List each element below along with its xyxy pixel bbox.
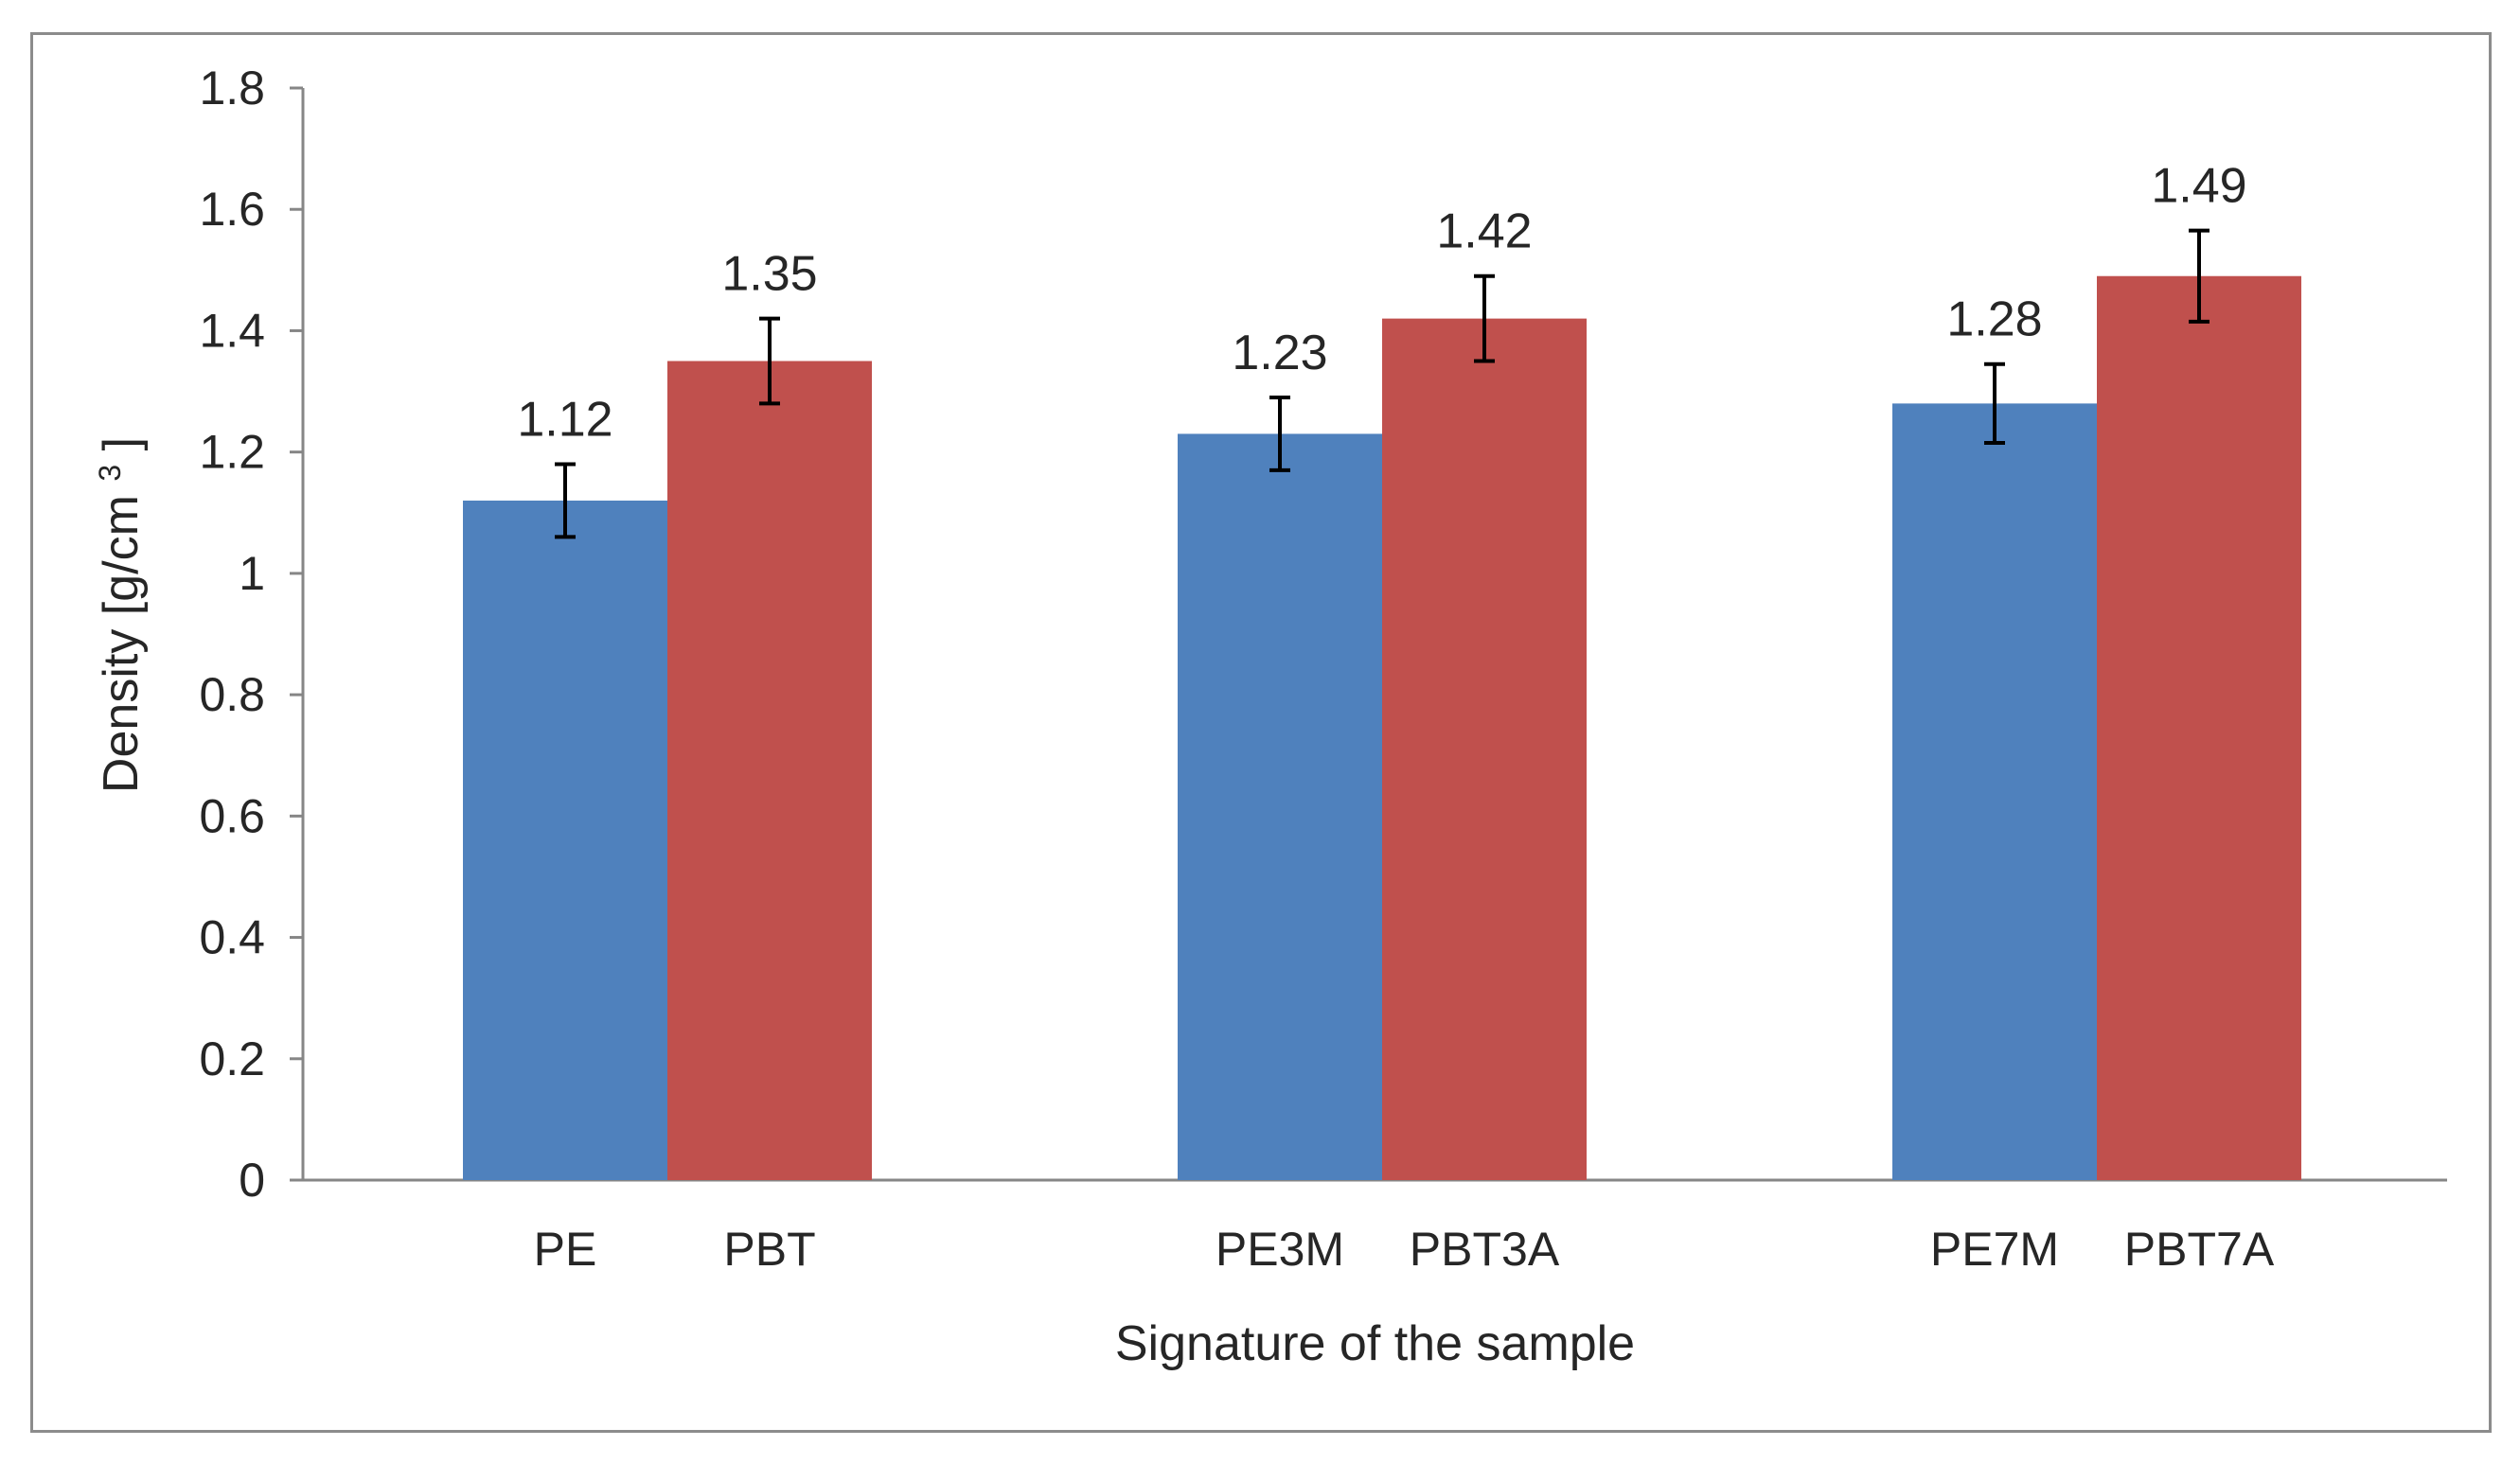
error-bar-pbt3a xyxy=(1474,273,1495,363)
error-bar-pe3m xyxy=(1269,395,1290,472)
category-label-pe7m: PE7M xyxy=(1930,1223,2059,1276)
data-label-pe3m: 1.23 xyxy=(1232,326,1327,380)
category-label-pbt3a: PBT3A xyxy=(1410,1223,1560,1276)
data-label-pe: 1.12 xyxy=(517,392,612,447)
x-axis-title: Signature of the sample xyxy=(1115,1316,1635,1371)
y-tick-label: 1.2 xyxy=(199,426,265,479)
bar-pe7m xyxy=(1892,403,2097,1180)
category-label-pe3m: PE3M xyxy=(1216,1223,1344,1276)
labels: 0 0.2 0.4 0.6 0.8 1 1.2 1.4 1.6 1.8 1.12 PE 1.35 PBT 1… xyxy=(199,62,2274,1276)
error-bar-pbt xyxy=(759,316,780,406)
category-label-pbt: PBT xyxy=(723,1223,815,1276)
bars xyxy=(463,228,2301,1181)
data-label-pbt7a: 1.49 xyxy=(2151,159,2246,214)
y-tick-label: 0 xyxy=(239,1154,265,1207)
bar-pe3m xyxy=(1178,433,1382,1180)
bar-pbt3a xyxy=(1382,318,1587,1181)
y-tick-label: 1.4 xyxy=(199,304,265,357)
bar-pbt7a xyxy=(2097,275,2301,1180)
category-label-pbt7a: PBT7A xyxy=(2124,1223,2275,1276)
bar-pe xyxy=(463,500,667,1180)
y-axis-title-unit: [g/cm xyxy=(94,495,149,615)
y-tick-label: 1 xyxy=(239,547,265,600)
y-tick-label: 0.4 xyxy=(199,911,265,964)
bar-pbt xyxy=(667,361,872,1180)
density-bar-chart: 0 0.2 0.4 0.6 0.8 1 1.2 1.4 1.6 1.8 1.12 PE 1.35 PBT 1… xyxy=(93,62,2447,1371)
y-tick-label: 0.8 xyxy=(199,668,265,721)
data-label-pbt3a: 1.42 xyxy=(1436,204,1532,259)
y-tick-label: 1.6 xyxy=(199,183,265,236)
error-bar-pbt7a xyxy=(2189,228,2209,324)
data-label-pe7m: 1.28 xyxy=(1946,292,2042,347)
y-axis-title-main: Density xyxy=(94,629,149,793)
error-bar-pe7m xyxy=(1984,362,2005,446)
chart-frame: 0 0.2 0.4 0.6 0.8 1 1.2 1.4 1.6 1.8 1.12 PE 1.35 PBT 1… xyxy=(30,32,2492,1433)
y-tick-label: 1.8 xyxy=(199,62,265,115)
error-bar-pe xyxy=(555,462,576,539)
y-axis-title-unit-close: ] xyxy=(94,437,149,450)
category-label-pe: PE xyxy=(534,1223,597,1276)
y-tick-label: 0.6 xyxy=(199,789,265,842)
y-tick-label: 0.2 xyxy=(199,1032,265,1085)
y-axis-title: Density [g/cm 3 ] xyxy=(93,437,149,793)
data-label-pbt: 1.35 xyxy=(721,247,817,302)
y-axis-title-unit-sup: 3 xyxy=(93,465,127,482)
